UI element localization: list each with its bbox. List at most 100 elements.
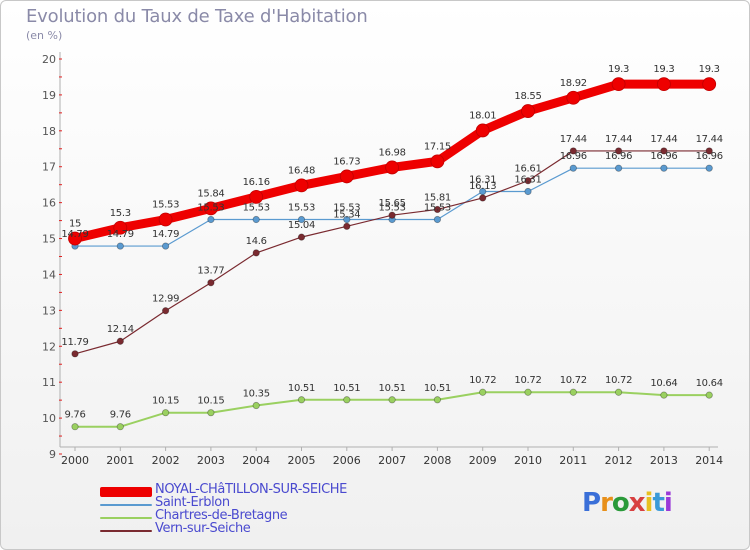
data-label: 15.34	[333, 209, 360, 220]
data-label: 15.53	[288, 203, 315, 214]
data-point	[116, 423, 124, 431]
data-label: 16.96	[560, 151, 587, 162]
data-label: 17.15	[424, 141, 451, 152]
data-point	[158, 212, 173, 227]
x-tick-label: 2009	[469, 454, 497, 467]
data-point	[611, 77, 626, 92]
y-tick-label: 13	[42, 304, 56, 317]
data-point	[433, 396, 441, 404]
data-label: 12.99	[152, 294, 179, 305]
data-label: 15.53	[379, 203, 406, 214]
chart-subtitle: (en %)	[26, 29, 63, 42]
data-label: 10.51	[333, 383, 360, 394]
data-point	[388, 211, 396, 219]
data-point	[433, 215, 441, 224]
y-tick-label: 10	[42, 412, 56, 425]
data-point	[207, 279, 215, 287]
data-point	[297, 215, 306, 224]
y-tick-label: 11	[42, 376, 56, 389]
data-point	[297, 233, 306, 241]
logo-letter: x	[628, 488, 646, 518]
data-point	[297, 396, 306, 404]
data-point	[566, 90, 581, 105]
data-point	[614, 164, 623, 172]
x-tick-label: 2006	[333, 454, 361, 467]
data-point	[569, 147, 577, 155]
data-label: 19.3	[699, 64, 720, 75]
data-label: 15.53	[152, 200, 179, 211]
x-tick-label: 2004	[242, 454, 270, 467]
data-label: 16.96	[650, 151, 677, 162]
data-point	[569, 164, 577, 172]
data-point	[68, 231, 82, 246]
data-label: 16.13	[469, 181, 496, 192]
data-label: 15.84	[197, 188, 224, 199]
data-point	[524, 187, 532, 196]
data-label: 16.96	[605, 151, 632, 162]
data-label: 17.44	[560, 134, 587, 145]
data-label: 10.51	[288, 383, 315, 394]
data-point	[479, 194, 487, 202]
chart-title: Evolution du Taux de Taxe d'Habitation	[26, 6, 368, 27]
y-tick-label: 14	[42, 268, 56, 281]
data-point	[614, 147, 623, 155]
data-label: 16.96	[696, 151, 723, 162]
data-label: 18.92	[560, 78, 587, 89]
data-point	[71, 423, 79, 431]
legend-swatch	[100, 529, 152, 532]
data-point	[702, 77, 717, 92]
data-label: 16.16	[243, 177, 270, 188]
data-label: 16.73	[333, 156, 360, 167]
data-label: 15.3	[110, 208, 131, 219]
data-label: 19.3	[608, 64, 629, 75]
proxiti-logo: Proxiti	[582, 488, 673, 518]
data-label: 15.53	[424, 203, 451, 214]
data-label: 10.72	[560, 375, 587, 386]
data-point	[524, 177, 532, 185]
x-tick-label: 2007	[378, 454, 406, 467]
data-point	[524, 388, 532, 396]
data-label: 10.51	[424, 383, 451, 394]
data-label: 10.72	[469, 375, 496, 386]
y-tick-label: 19	[42, 89, 56, 102]
logo-letter: t	[652, 488, 664, 518]
data-point	[343, 222, 351, 230]
data-point	[339, 169, 354, 184]
y-tick-label: 20	[42, 53, 56, 66]
legend-label: Chartres-de-Bretagne	[155, 508, 288, 523]
x-tick-label: 2010	[514, 454, 542, 467]
data-label: 16.31	[514, 175, 541, 186]
data-label: 17.44	[696, 134, 723, 145]
x-tick-label: 2012	[605, 454, 633, 467]
x-tick-label: 2003	[197, 454, 225, 467]
data-point	[660, 391, 668, 399]
x-tick-label: 2002	[152, 454, 180, 467]
data-point	[252, 215, 260, 224]
data-point	[252, 401, 260, 410]
data-point	[705, 147, 713, 155]
data-label: 10.72	[605, 375, 632, 386]
y-tick-label: 16	[42, 197, 56, 210]
legend-swatch	[100, 516, 152, 519]
data-point	[252, 249, 260, 257]
data-label: 14.6	[246, 236, 267, 247]
data-point	[116, 242, 124, 250]
data-label: 15	[69, 219, 81, 230]
data-point	[433, 205, 441, 214]
x-tick-label: 2001	[106, 454, 134, 467]
data-label: 10.64	[696, 378, 723, 389]
data-label: 10.51	[379, 383, 406, 394]
x-tick-label: 2014	[695, 454, 723, 467]
data-point	[569, 388, 577, 396]
data-label: 14.79	[61, 229, 88, 240]
data-label: 15.04	[288, 220, 315, 231]
data-point	[207, 215, 215, 224]
x-tick-label: 2013	[650, 454, 678, 467]
data-point	[162, 307, 170, 315]
data-label: 16.48	[288, 165, 315, 176]
data-label: 16.31	[469, 175, 496, 186]
data-label: 9.76	[64, 410, 85, 421]
data-label: 14.79	[152, 229, 179, 240]
data-point	[343, 215, 351, 224]
